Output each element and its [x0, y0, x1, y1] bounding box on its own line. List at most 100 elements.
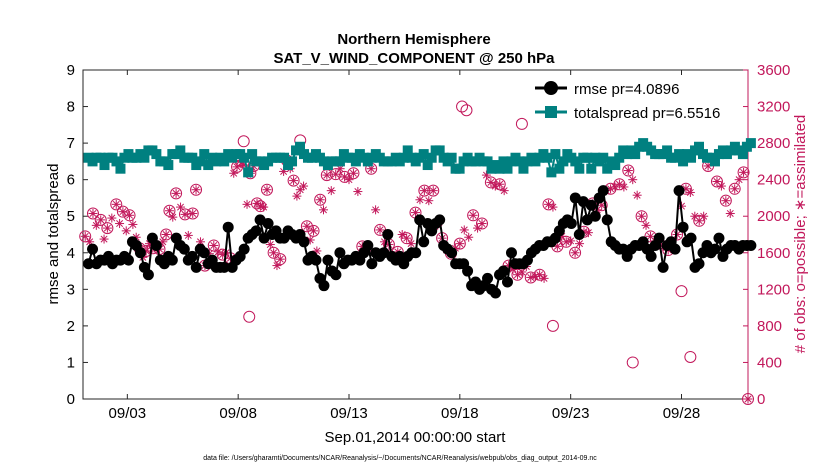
obs-possible-point [79, 230, 92, 243]
rmse-point [186, 250, 198, 262]
obs-possible-point [427, 184, 440, 197]
obs-assimilated-point [118, 207, 128, 217]
obs-assimilated-point [326, 186, 336, 196]
totalspread-point [398, 152, 409, 163]
totalspread-point [614, 152, 625, 163]
obs-possible-point [274, 253, 287, 266]
totalspread-point [494, 163, 505, 174]
obs-possible-point [314, 193, 327, 206]
obs-assimilated-point [269, 248, 279, 258]
obs-assimilated-stroke [92, 221, 100, 229]
obs-assimilated-stroke [323, 171, 331, 179]
obs-possible-point [178, 208, 191, 221]
obs-assimilated-stroke [293, 192, 301, 200]
rmse-point [190, 261, 202, 273]
obs-assimilated-stroke [740, 168, 748, 176]
totalspread-point [502, 163, 513, 174]
rmse-point [673, 185, 685, 197]
obs-assimilated-point [121, 226, 131, 236]
legend-rmse-marker [544, 81, 558, 95]
obs-assimilated-stroke [646, 232, 654, 240]
obs-assimilated-point [164, 206, 174, 216]
rmse-point [218, 261, 230, 273]
obs-possible-point [456, 100, 469, 113]
totalspread-point [678, 156, 689, 167]
totalspread-point [686, 152, 697, 163]
obs-assimilated-stroke [341, 173, 349, 181]
obs-possible-point [287, 174, 300, 187]
obs-possible-point [728, 182, 741, 195]
obs-possible-point [484, 176, 497, 189]
obs-assimilated-stroke [478, 220, 486, 228]
obs-assimilated-stroke [469, 211, 477, 219]
totalspread-point [602, 163, 613, 174]
rmse-point [134, 247, 146, 259]
obs-possible-point [710, 175, 723, 188]
obs-assimilated-stroke [416, 196, 424, 204]
y-tick-label: 7 [67, 135, 75, 152]
obs-assimilated-point [319, 205, 329, 215]
rmse-point [589, 210, 601, 222]
rmse-point [501, 276, 513, 288]
obs-assimilated-stroke [81, 232, 89, 240]
obs-assimilated-point [171, 188, 181, 198]
totalspread-point [582, 152, 593, 163]
rmse-point [709, 243, 721, 255]
obs-possible-point [515, 117, 528, 130]
totalspread-point [610, 160, 621, 171]
rmse-point [677, 221, 689, 233]
obs-assimilated-stroke [624, 167, 632, 175]
obs-possible-point [622, 164, 635, 177]
obs-possible-point [626, 356, 639, 369]
obs-assimilated-point [716, 181, 726, 191]
rmse-point [573, 229, 585, 240]
rmse-point [83, 258, 95, 270]
obs-assimilated-stroke [372, 206, 380, 214]
obs-assimilated-point [272, 261, 282, 271]
obs-assimilated-stroke [407, 240, 415, 248]
obs-assimilated-point [721, 196, 731, 206]
obs-assimilated-stroke [196, 238, 204, 246]
y-tick-label: 1 [67, 354, 75, 371]
rmse-point [366, 258, 378, 270]
obs-assimilated-stroke [349, 169, 357, 177]
chart-subtitle: SAT_V_WIND_COMPONENT @ 250 hPa [273, 50, 555, 67]
obs-assimilated-stroke [243, 200, 251, 208]
rmse-point [142, 269, 154, 281]
obs-assimilated-point [375, 225, 385, 235]
y-tick-label: 5 [67, 208, 75, 225]
x-tick-label: 09/23 [552, 405, 590, 422]
totalspread-point [554, 163, 565, 174]
obs-assimilated-stroke [192, 186, 200, 194]
rmse-point [685, 232, 697, 244]
totalspread-point [454, 163, 465, 174]
obs-assimilated-point [265, 240, 275, 250]
obs-assimilated-stroke [487, 178, 495, 186]
totalspread-point [111, 156, 122, 167]
obs-assimilated-point [623, 166, 633, 176]
obs-assimilated-stroke [403, 234, 411, 242]
obs-assimilated-stroke [336, 165, 344, 173]
rmse-point [322, 254, 334, 266]
x-tick-label: 09/18 [441, 405, 479, 422]
totalspread-point [195, 156, 206, 167]
obs-assimilated-point [161, 230, 171, 239]
rmse-point [482, 272, 494, 284]
y-right-tick-label: 2800 [757, 135, 790, 152]
totalspread-point [199, 149, 210, 160]
obs-possible-point [207, 239, 220, 252]
obs-possible-point [569, 246, 582, 259]
rmse-point [310, 254, 322, 266]
obs-possible-point [170, 187, 183, 200]
obs-assimilated-point [535, 270, 545, 280]
obs-assimilated-stroke [172, 189, 180, 197]
obs-assimilated-stroke [210, 241, 218, 249]
obs-possible-point [94, 213, 107, 226]
totalspread-point [630, 149, 641, 160]
obs-assimilated-point [699, 211, 709, 221]
totalspread-point [287, 156, 298, 167]
rmse-point [410, 247, 422, 259]
obs-possible-point [190, 183, 203, 196]
rmse-point [498, 265, 510, 277]
obs-assimilated-point [229, 168, 239, 178]
